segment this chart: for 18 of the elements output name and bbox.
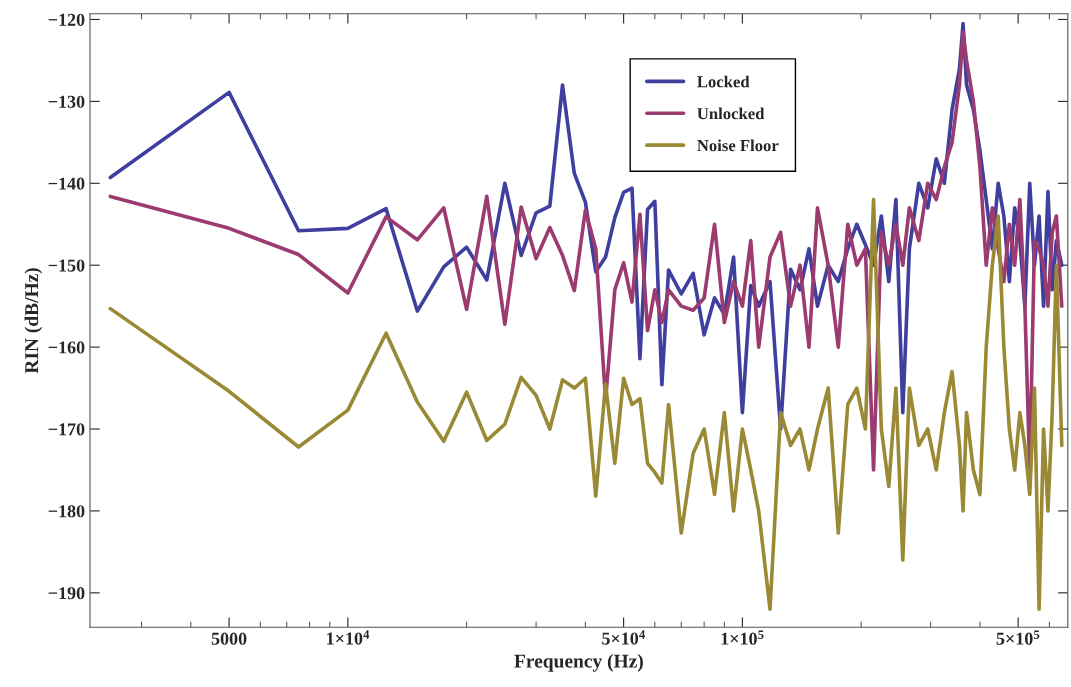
y-axis-title: RIN (dB/Hz) [24,268,43,374]
y-tick-label: −150 [48,259,85,272]
x-axis-title: Frequency (Hz) [514,654,643,672]
legend-label: Noise Floor [697,139,779,152]
y-tick-label: −130 [48,95,85,108]
x-tick-label: 5×10$^{5}$ [996,630,1040,645]
x-tick-label: 1×10$^{4}$ [327,630,370,645]
x-tick-label: 5000 [211,632,247,645]
y-tick-label: −170 [48,423,85,436]
y-tick-label: −120 [48,13,85,26]
y-tick-label: −180 [48,505,85,518]
legend-label: Unlocked [697,107,765,120]
y-tick-label: −140 [48,177,85,190]
x-tick-label: 5×10$^{4}$ [602,630,646,645]
x-tick-label: 1×10$^{5}$ [721,630,764,645]
y-tick-label: −160 [48,341,85,354]
y-tick-label: −190 [48,587,85,600]
legend-label: Locked [697,75,750,88]
